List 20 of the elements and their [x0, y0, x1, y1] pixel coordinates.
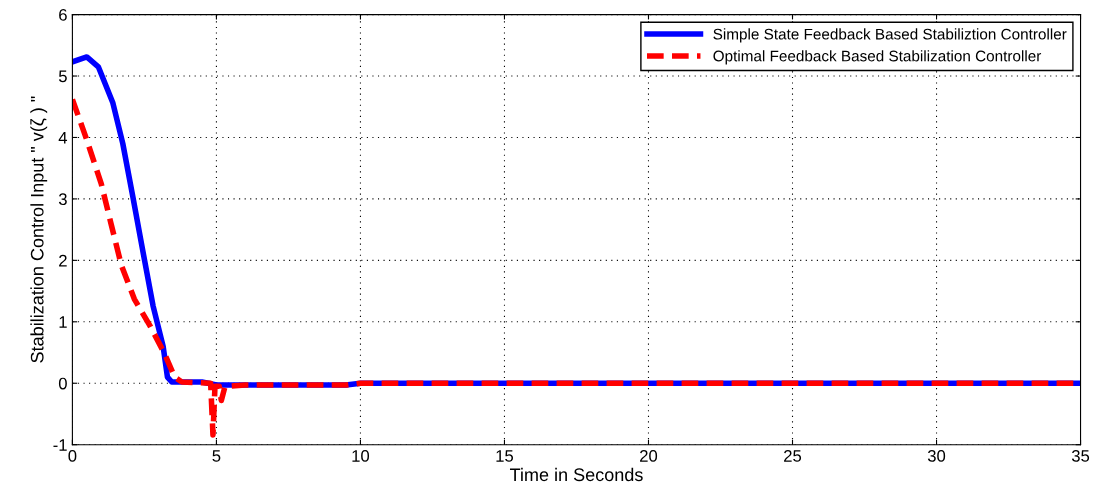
x-tick-label: 35	[1071, 449, 1090, 462]
y-tick-label: 0	[58, 377, 67, 390]
x-tick-label: 10	[352, 449, 370, 462]
y-tick-label: 6	[59, 8, 67, 21]
y-tick-label: -1	[53, 439, 67, 451]
x-tick-label: 15	[496, 450, 514, 462]
legend-label: Optimal Feedback Based Stabilization Controller	[713, 50, 1042, 65]
legend-label: Simple State Feedback Based Stabiliztion Controller	[713, 28, 1067, 43]
y-axis-title: Stabilization Control Input " v(ζ ) "	[30, 96, 48, 363]
y-tick-label: 3	[58, 193, 67, 206]
y-tick-label: 2	[59, 254, 67, 267]
y-tick-label: 1	[59, 316, 67, 328]
x-tick-label: 30	[927, 449, 946, 462]
x-tick-label: 0	[68, 449, 77, 462]
x-tick-label: 20	[640, 449, 658, 462]
x-tick-label: 25	[784, 449, 802, 462]
y-tick-label: 4	[58, 132, 68, 144]
x-tick-label: 5	[212, 450, 221, 462]
y-tick-label: 5	[58, 70, 67, 83]
x-axis-title: Time in Seconds	[509, 467, 643, 482]
